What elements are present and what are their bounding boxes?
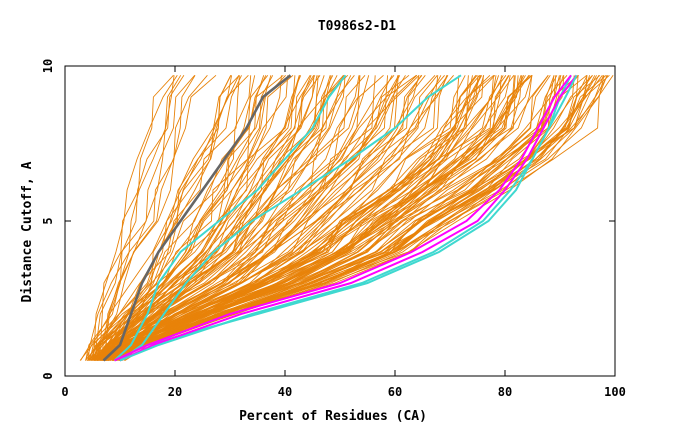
highlight-curve-7 — [119, 74, 578, 362]
chart-title: T0986s2-D1 — [318, 19, 396, 34]
x-tick-label: 60 — [388, 385, 402, 399]
model-curve — [105, 75, 314, 361]
model-curve — [95, 75, 331, 361]
highlight-curve-5 — [114, 74, 572, 362]
model-curve — [104, 75, 515, 361]
x-tick-label: 20 — [168, 385, 182, 399]
model-curve — [100, 75, 500, 361]
model-curve — [97, 75, 352, 361]
model-curve — [93, 74, 217, 361]
model-curve — [105, 75, 399, 361]
model-curve — [89, 74, 249, 361]
model-curve — [79, 75, 185, 361]
axis-ticks: 0 20 40 60 80 100 0 5 10 — [41, 59, 626, 399]
x-tick-label: 80 — [498, 385, 512, 399]
model-curve — [96, 75, 300, 361]
model-curve — [116, 75, 484, 361]
highlight-curve-6 — [119, 74, 578, 362]
highlight-curve-1 — [102, 74, 292, 362]
model-curve — [115, 75, 515, 361]
x-tick-label: 0 — [61, 385, 68, 399]
y-axis-label: Distance Cutoff, A — [20, 161, 35, 302]
model-curve — [98, 75, 482, 361]
model-curve — [103, 75, 361, 361]
model-curve — [92, 74, 174, 361]
model-curve — [92, 74, 284, 361]
highlight-series-group — [102, 74, 578, 362]
model-curve — [118, 75, 524, 361]
model-curve — [121, 74, 601, 361]
model-curve — [90, 75, 196, 361]
highlight-curve-2 — [113, 74, 347, 362]
model-curve — [96, 75, 401, 361]
model-curve — [114, 74, 532, 361]
model-curve — [87, 75, 242, 361]
model-curve — [92, 75, 178, 361]
model-curve — [98, 75, 208, 361]
highlight-curve-3 — [119, 74, 462, 362]
model-curve — [91, 75, 296, 361]
background-series-group — [79, 74, 614, 361]
y-tick-label: 5 — [41, 217, 55, 224]
x-tick-label: 100 — [604, 385, 626, 399]
model-curve — [89, 75, 334, 361]
model-curve — [100, 75, 321, 361]
model-curve — [101, 75, 477, 361]
model-curve — [94, 75, 316, 361]
model-curve — [90, 75, 345, 361]
model-curve — [92, 75, 240, 361]
model-curve — [110, 75, 478, 361]
model-curve — [98, 75, 252, 361]
model-curve — [97, 74, 418, 361]
x-tick-label: 40 — [278, 385, 292, 399]
y-tick-label: 0 — [41, 372, 55, 379]
y-tick-label: 10 — [41, 59, 55, 73]
x-axis-label: Percent of Residues (CA) — [239, 409, 427, 424]
model-curve — [115, 75, 549, 361]
model-curve — [94, 75, 312, 361]
